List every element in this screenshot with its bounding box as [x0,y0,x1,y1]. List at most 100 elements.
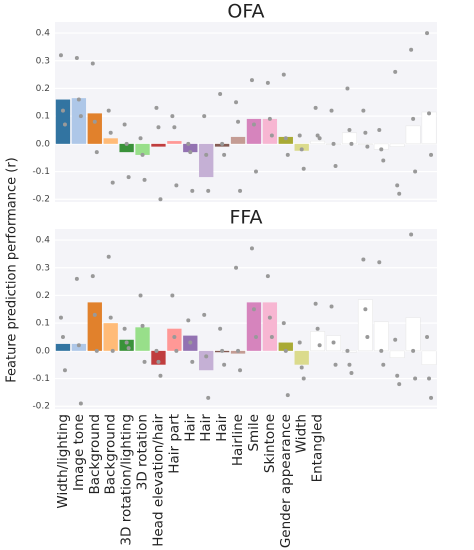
data-point [174,183,179,188]
data-point [267,315,272,320]
data-point [218,92,223,96]
data-point [361,108,366,113]
data-point [345,86,350,91]
data-point [429,152,434,157]
data-point [170,114,175,119]
bar [294,350,309,365]
data-point [234,265,239,270]
x-tick-label: Background [103,414,119,495]
data-point [222,362,227,367]
bar [167,141,182,144]
x-tick-label: Hair part [166,414,182,474]
bar [119,339,134,351]
bar [71,98,87,144]
data-point [269,335,274,339]
bar [199,350,214,371]
data-point [347,362,352,367]
bar [262,118,278,144]
y-tick-label: -0.1 [32,167,50,177]
data-point [265,80,270,85]
data-point [329,304,334,309]
data-point [269,133,274,138]
plot-background [55,229,437,409]
data-point [124,141,129,146]
data-point [393,337,398,342]
data-point [363,307,368,312]
data-point [156,125,161,130]
data-point [172,335,177,339]
data-point [301,166,306,171]
y-tick-label: -0.2 [32,195,50,205]
data-point [365,335,370,339]
y-tick-label: 0.1 [36,319,50,329]
data-point [411,348,416,353]
data-point [409,232,414,237]
bar [71,343,87,351]
x-tick-label: 3D rotation/lighting [119,414,135,546]
data-point [186,141,191,146]
data-point [158,373,163,378]
bar [103,323,118,351]
data-point [347,128,352,132]
data-point [395,373,400,378]
data-point [236,348,241,353]
data-point [425,335,430,339]
data-point [381,362,386,367]
data-point [206,188,211,193]
data-point [126,175,131,180]
data-point [140,152,145,157]
data-point [154,348,159,353]
chart-title: OFA [227,1,264,23]
data-point [299,147,304,152]
data-point [154,105,159,110]
data-point [174,348,179,353]
data-point [74,276,79,281]
data-point [265,274,270,279]
data-point [349,371,354,375]
data-point [110,180,115,185]
data-point [315,326,320,331]
bar [310,140,326,145]
data-point [429,395,434,400]
x-tick-label: Skintone [262,414,278,473]
data-point [281,72,286,77]
y-tick-label: 0.2 [36,84,50,94]
y-tick-label: 0.1 [36,112,50,122]
data-point [299,365,304,370]
data-point [411,116,416,121]
data-point [379,147,384,152]
data-point [60,335,65,339]
data-point [363,130,368,135]
bar [167,328,182,351]
data-point [108,130,113,135]
bar [373,321,389,352]
bar [246,302,262,351]
data-point [218,326,223,331]
data-point [301,376,306,381]
data-point [395,183,400,188]
data-point [283,348,288,353]
chart-title: FFA [229,207,262,229]
data-point [206,395,211,400]
data-point [94,348,99,353]
data-point [345,348,350,353]
data-point [138,136,143,141]
bar [151,143,166,147]
y-tick-label: -0.1 [32,374,50,384]
data-point [249,246,254,251]
x-tick-label: Background [87,414,103,495]
data-point [361,257,366,262]
bar [342,132,357,145]
data-point [62,368,67,373]
data-point [142,359,147,364]
data-point [78,401,83,406]
x-tick-label: 3D rotation [135,414,151,490]
data-point [317,343,322,348]
bar [278,136,293,144]
y-tick-label: 0.3 [36,56,50,66]
bar [230,136,246,144]
bar [357,143,373,145]
data-point [202,312,207,317]
